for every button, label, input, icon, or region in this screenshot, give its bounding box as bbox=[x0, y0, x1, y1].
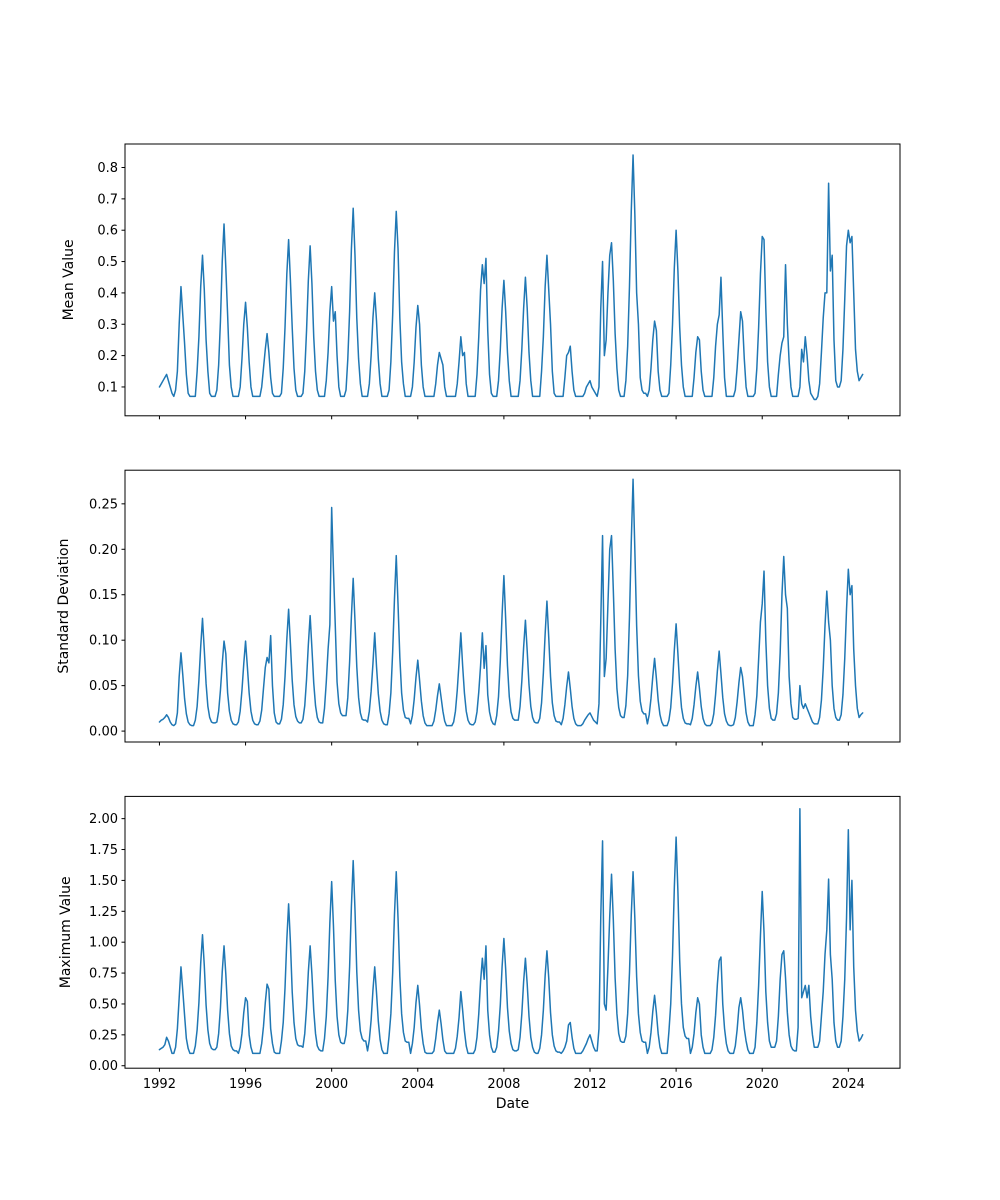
x-tick-label: 2000 bbox=[315, 1077, 348, 1092]
y-tick-label: 2.00 bbox=[89, 812, 118, 827]
x-tick-label: 2012 bbox=[573, 1077, 606, 1092]
y-tick-label: 0.00 bbox=[89, 1059, 118, 1074]
subplot-mean-value: 0.1 0.2 0.3 0.4 0.5 0.6 0.7 0.8 Mean Value bbox=[61, 143, 901, 420]
y-tick-label: 0.25 bbox=[89, 497, 118, 512]
y-tick-label: 0.05 bbox=[89, 679, 118, 694]
y-axis-label: Standard Deviation bbox=[56, 539, 72, 674]
data-line-mean-value bbox=[158, 154, 864, 401]
x-tick-label: 1996 bbox=[229, 1077, 262, 1092]
x-tick-label: 2008 bbox=[487, 1077, 520, 1092]
data-line-maximum-value bbox=[158, 808, 864, 1055]
axes-frame bbox=[124, 795, 901, 1069]
x-axis-label: Date bbox=[496, 1096, 529, 1112]
y-tick-label: 1.00 bbox=[89, 936, 118, 951]
axes-frame bbox=[124, 469, 901, 743]
axes-frame bbox=[124, 143, 901, 417]
y-tick-label: 0.20 bbox=[89, 543, 118, 558]
y-axis-label: Maximum Value bbox=[58, 876, 74, 988]
y-tick-label: 0.1 bbox=[97, 380, 118, 395]
y-tick-label: 1.25 bbox=[89, 905, 118, 920]
y-tick-label: 0.75 bbox=[89, 967, 118, 982]
subplot-standard-deviation: 0.00 0.05 0.10 0.15 0.20 0.25 Standard Deviati… bbox=[56, 469, 901, 746]
y-axis-label: Mean Value bbox=[61, 239, 77, 320]
x-tick-label: 1992 bbox=[143, 1077, 176, 1092]
y-tick-label: 0.8 bbox=[97, 161, 118, 176]
y-tick-label: 0.2 bbox=[97, 349, 118, 364]
x-tick-label: 2024 bbox=[832, 1077, 865, 1092]
y-tick-label: 0.5 bbox=[97, 255, 118, 270]
data-line-standard-deviation bbox=[158, 478, 864, 727]
y-tick-label: 1.75 bbox=[89, 843, 118, 858]
y-tick-label: 0.50 bbox=[89, 997, 118, 1012]
y-tick-label: 0.4 bbox=[97, 286, 118, 301]
y-tick-label: 0.10 bbox=[89, 634, 118, 649]
y-tick-label: 0.00 bbox=[89, 725, 118, 740]
y-tick-label: 1.50 bbox=[89, 874, 118, 889]
subplot-maximum-value: 0.00 0.25 0.50 0.75 1.00 1.25 1.50 1.75 2.00 1992… bbox=[58, 795, 901, 1092]
y-tick-label: 0.15 bbox=[89, 588, 118, 603]
y-tick-label: 0.7 bbox=[97, 192, 118, 207]
y-tick-label: 0.6 bbox=[97, 224, 118, 239]
x-tick-label: 2016 bbox=[660, 1077, 693, 1092]
y-tick-label: 0.3 bbox=[97, 318, 118, 333]
x-tick-label: 2020 bbox=[746, 1077, 779, 1092]
y-tick-label: 0.25 bbox=[89, 1028, 118, 1043]
x-tick-label: 2004 bbox=[401, 1077, 434, 1092]
